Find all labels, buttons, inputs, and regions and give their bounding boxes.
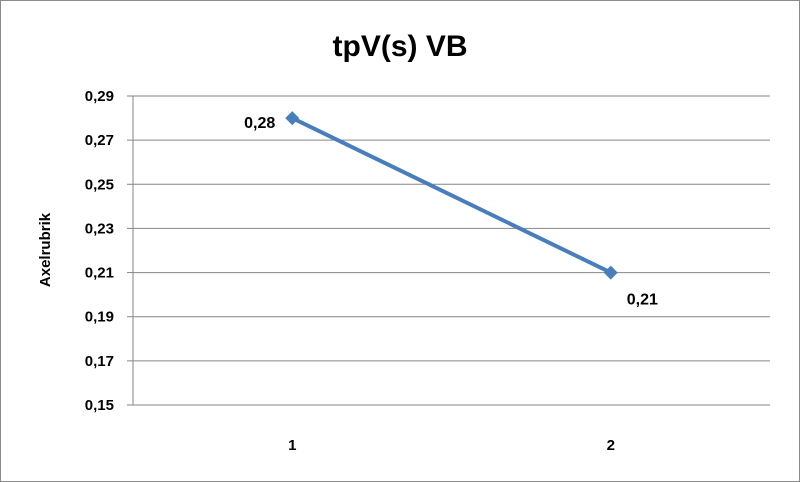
y-axis-label: Axelrubrik — [37, 212, 54, 287]
y-tick-label: 0,23 — [85, 220, 114, 237]
chart-title: tpV(s) VB — [333, 30, 468, 63]
y-tick-label: 0,17 — [85, 353, 114, 370]
series-line — [291, 116, 612, 275]
y-tick-label: 0,25 — [85, 176, 114, 193]
y-tick-label: 0,21 — [85, 265, 114, 282]
y-tick-label: 0,15 — [85, 397, 114, 414]
y-tick-label: 0,19 — [85, 309, 114, 326]
gridlines — [127, 95, 770, 406]
data-label: 0,21 — [627, 292, 658, 309]
data-label: 0,28 — [244, 115, 275, 132]
series-group — [285, 111, 618, 280]
x-tick-label: 1 — [288, 437, 296, 454]
data-labels: 0,28 0,21 — [244, 115, 658, 309]
data-point-marker — [603, 265, 618, 280]
x-tick-label: 2 — [607, 437, 615, 454]
y-tick-label: 0,27 — [85, 132, 114, 149]
y-tick-label: 0,29 — [85, 88, 114, 105]
y-tick-labels: 0,15 0,17 0,19 0,21 0,23 0,25 0,27 0,29 — [85, 88, 114, 414]
data-point-marker — [285, 111, 300, 126]
